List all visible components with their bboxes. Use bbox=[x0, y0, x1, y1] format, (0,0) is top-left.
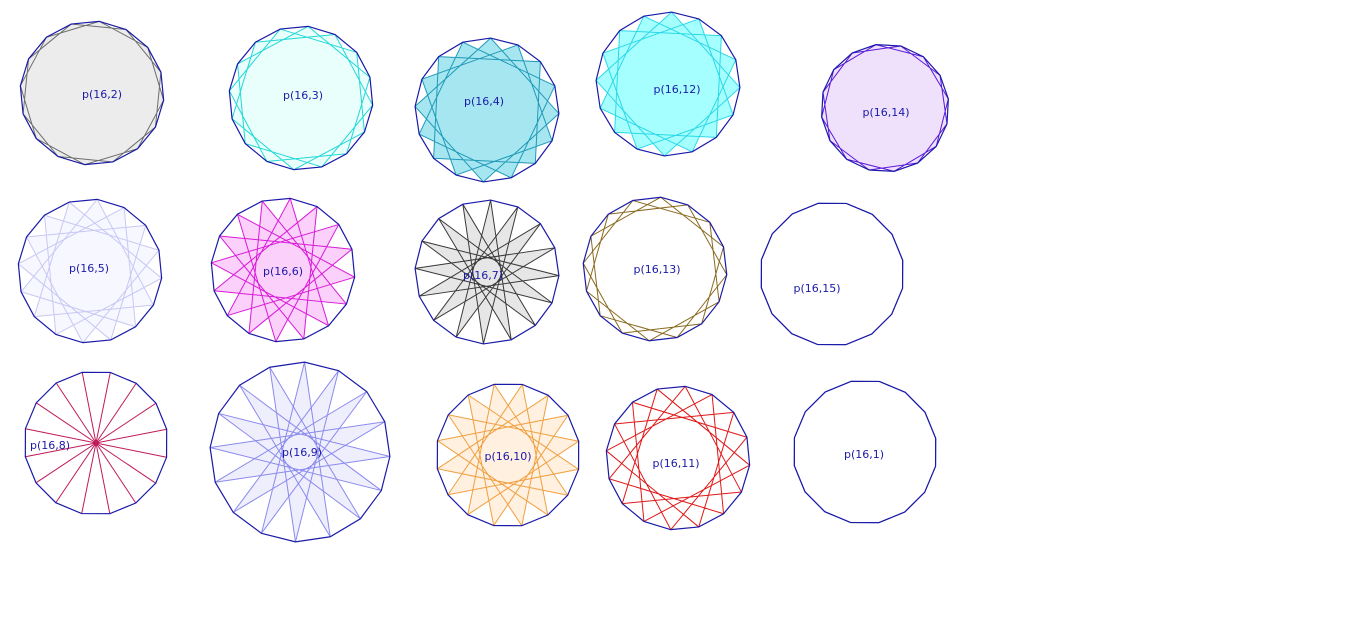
polygon-label: p(16,4) bbox=[464, 95, 504, 108]
outer-hexadecagon bbox=[595, 11, 741, 157]
star-polygon-16-6: p(16,6) bbox=[210, 197, 356, 343]
outer-hexadecagon bbox=[19, 20, 165, 166]
star-polygon-16-12: p(16,12) bbox=[595, 11, 741, 157]
star-polygon-16-4: p(16,4) bbox=[414, 37, 560, 183]
outer-hexadecagon bbox=[414, 37, 560, 183]
outer-hexadecagon bbox=[228, 25, 374, 171]
star-polygon-16-9: p(16,9) bbox=[209, 361, 391, 543]
polygon-label: p(16,10) bbox=[484, 450, 531, 463]
polygon-label: p(16,12) bbox=[653, 83, 700, 96]
polygon-label: p(16,14) bbox=[862, 106, 909, 119]
polygon-label: p(16,1) bbox=[844, 448, 884, 461]
polygon-label: p(16,11) bbox=[652, 457, 699, 470]
outer-hexadecagon bbox=[760, 202, 904, 346]
polygon-label: p(16,5) bbox=[69, 262, 109, 275]
polygon-label: p(16,13) bbox=[633, 263, 680, 276]
star-polygon-16-11: p(16,11) bbox=[605, 385, 751, 531]
outer-hexadecagon bbox=[414, 199, 560, 345]
star-polygon-16-7: p(16,7) bbox=[414, 199, 560, 345]
outer-hexadecagon bbox=[793, 380, 937, 524]
outer-hexadecagon bbox=[17, 198, 163, 344]
outer-hexadecagon bbox=[605, 385, 751, 531]
star-polygon-16-13: p(16,13) bbox=[582, 196, 728, 342]
star-polygon-16-2: p(16,2) bbox=[19, 20, 165, 166]
outer-hexadecagon bbox=[209, 361, 391, 543]
outer-hexadecagon bbox=[24, 371, 168, 515]
outer-hexadecagon bbox=[210, 197, 356, 343]
star-polygon-16-15: p(16,15) bbox=[760, 202, 904, 346]
polygon-label: p(16,15) bbox=[793, 282, 840, 295]
polygon-label: p(16,3) bbox=[283, 89, 323, 102]
star-lines bbox=[760, 202, 904, 346]
polygon-label: p(16,7) bbox=[463, 269, 503, 282]
polygon-label: p(16,8) bbox=[30, 439, 70, 452]
star-polygon-16-5: p(16,5) bbox=[17, 198, 163, 344]
star-polygon-16-14: p(16,14) bbox=[821, 44, 949, 172]
outer-hexadecagon bbox=[582, 196, 728, 342]
star-polygon-16-8: p(16,8) bbox=[24, 371, 168, 515]
star-polygon-16-3: p(16,3) bbox=[228, 25, 374, 171]
outer-hexadecagon bbox=[436, 383, 580, 527]
star-polygon-16-1: p(16,1) bbox=[793, 380, 937, 524]
outer-hexadecagon bbox=[821, 44, 949, 172]
star-polygon-16-10: p(16,10) bbox=[436, 383, 580, 527]
polygon-label: p(16,2) bbox=[82, 88, 122, 101]
polygon-label: p(16,9) bbox=[282, 446, 322, 459]
polygon-label: p(16,6) bbox=[263, 265, 303, 278]
